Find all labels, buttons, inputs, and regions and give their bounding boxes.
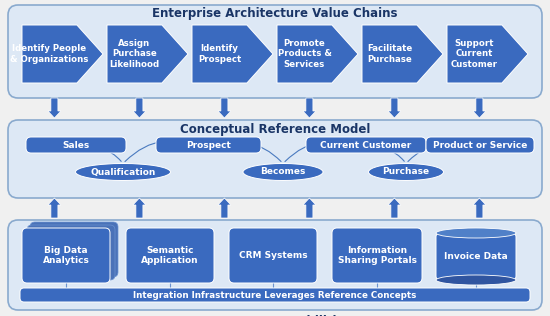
Text: Promote
Products &
Services: Promote Products & Services: [278, 39, 332, 69]
Polygon shape: [303, 98, 316, 118]
Text: Semantic
Application: Semantic Application: [141, 246, 199, 265]
FancyBboxPatch shape: [30, 222, 118, 277]
Polygon shape: [22, 25, 103, 83]
Polygon shape: [447, 25, 528, 83]
FancyBboxPatch shape: [436, 233, 516, 280]
FancyBboxPatch shape: [126, 228, 214, 283]
FancyArrowPatch shape: [79, 148, 121, 161]
FancyArrowPatch shape: [211, 143, 281, 161]
Text: Support
Current
Customer: Support Current Customer: [451, 39, 498, 69]
Ellipse shape: [75, 163, 170, 180]
Polygon shape: [303, 198, 316, 218]
FancyBboxPatch shape: [8, 120, 542, 198]
FancyBboxPatch shape: [8, 220, 542, 310]
Text: Current Customer: Current Customer: [320, 141, 411, 149]
Polygon shape: [388, 98, 401, 118]
Text: Sales: Sales: [62, 141, 90, 149]
FancyBboxPatch shape: [8, 5, 542, 98]
Polygon shape: [48, 198, 61, 218]
Text: Purchase: Purchase: [382, 167, 430, 177]
Text: Systems & Capabilities: Systems & Capabilities: [199, 314, 351, 316]
Polygon shape: [107, 25, 188, 83]
Text: Big Data
Analytics: Big Data Analytics: [42, 246, 90, 265]
FancyBboxPatch shape: [156, 137, 261, 153]
FancyBboxPatch shape: [26, 137, 126, 153]
FancyBboxPatch shape: [229, 228, 317, 283]
Text: Assign
Purchase
Likelihood: Assign Purchase Likelihood: [109, 39, 160, 69]
Polygon shape: [48, 98, 61, 118]
Polygon shape: [133, 98, 146, 118]
Polygon shape: [473, 198, 486, 218]
Text: Invoice Data: Invoice Data: [444, 252, 508, 261]
FancyArrowPatch shape: [408, 143, 477, 161]
FancyBboxPatch shape: [426, 137, 534, 153]
Text: Integration Infrastructure Leverages Reference Concepts: Integration Infrastructure Leverages Ref…: [133, 290, 417, 300]
Text: Becomes: Becomes: [260, 167, 306, 177]
Text: Enterprise Architecture Value Chains: Enterprise Architecture Value Chains: [152, 8, 398, 21]
Polygon shape: [473, 98, 486, 118]
Text: CRM Systems: CRM Systems: [239, 251, 307, 260]
Ellipse shape: [436, 228, 516, 238]
Polygon shape: [218, 98, 231, 118]
FancyBboxPatch shape: [22, 228, 110, 283]
Text: Facilitate
Purchase: Facilitate Purchase: [367, 44, 412, 64]
FancyArrowPatch shape: [368, 149, 404, 161]
Text: Conceptual Reference Model: Conceptual Reference Model: [180, 123, 370, 136]
Polygon shape: [277, 25, 358, 83]
Polygon shape: [218, 198, 231, 218]
Text: Identify People
& Organizations: Identify People & Organizations: [10, 44, 89, 64]
Polygon shape: [192, 25, 273, 83]
FancyBboxPatch shape: [306, 137, 426, 153]
FancyBboxPatch shape: [20, 288, 530, 302]
Ellipse shape: [436, 275, 516, 285]
Polygon shape: [388, 198, 401, 218]
Ellipse shape: [243, 163, 323, 180]
Text: Prospect: Prospect: [186, 141, 231, 149]
Polygon shape: [362, 25, 443, 83]
Text: Qualification: Qualification: [90, 167, 156, 177]
Polygon shape: [133, 198, 146, 218]
FancyBboxPatch shape: [332, 228, 422, 283]
Text: Product or Service: Product or Service: [433, 141, 527, 149]
FancyArrowPatch shape: [285, 141, 364, 161]
FancyBboxPatch shape: [27, 225, 115, 280]
Ellipse shape: [368, 163, 443, 180]
FancyArrowPatch shape: [125, 141, 206, 161]
Text: Identify
Prospect: Identify Prospect: [198, 44, 241, 64]
Text: Information
Sharing Portals: Information Sharing Portals: [338, 246, 416, 265]
